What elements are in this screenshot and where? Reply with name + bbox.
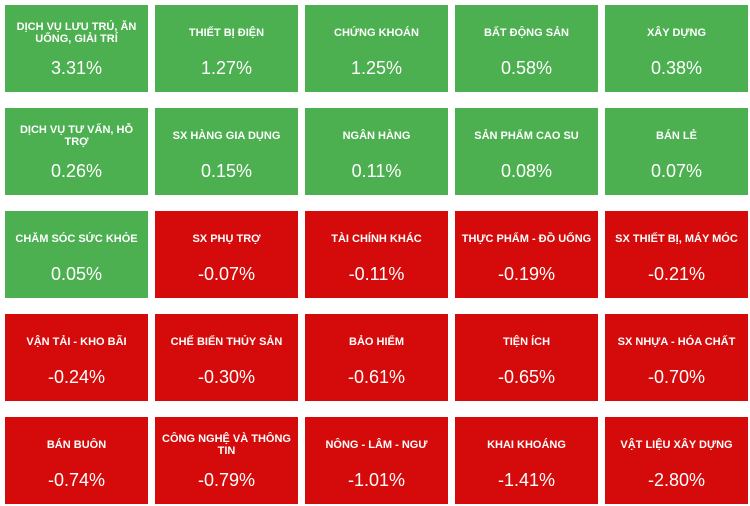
tile-label: DỊCH VỤ LƯU TRÚ, ĂN UỐNG, GIẢI TRÍ — [16, 21, 137, 45]
tile-label: NÔNG - LÂM - NGƯ — [325, 439, 428, 451]
tile: CHỨNG KHOÁN 1.25% — [305, 5, 448, 92]
tile-value: 0.05% — [50, 263, 103, 284]
tile-value: -0.11% — [348, 263, 405, 284]
tile: SẢN PHẨM CAO SU 0.08% — [455, 108, 598, 195]
tile-value: 1.27% — [200, 57, 253, 78]
tile-value: 0.58% — [500, 57, 553, 78]
tile-label: BẤT ĐỘNG SẢN — [484, 27, 569, 39]
tile-label: NGÂN HÀNG — [342, 130, 411, 142]
tile-label: BẢO HIỂM — [349, 336, 404, 348]
tile-label: CHĂM SÓC SỨC KHỎE — [15, 233, 138, 245]
tile-label: SX PHỤ TRỢ — [192, 233, 261, 245]
tile: SX HÀNG GIA DỤNG 0.15% — [155, 108, 298, 195]
tile-label: KHAI KHOÁNG — [487, 439, 566, 451]
tile-value: 3.31% — [50, 57, 103, 78]
tile: XÂY DỰNG 0.38% — [605, 5, 748, 92]
tile-label: SẢN PHẨM CAO SU — [474, 130, 579, 142]
tile-value: 0.26% — [50, 160, 103, 181]
tile-value: -0.79% — [197, 469, 256, 490]
tile-value: -0.74% — [47, 469, 106, 490]
tile: BÁN LẺ 0.07% — [605, 108, 748, 195]
tile: TÀI CHÍNH KHÁC -0.11% — [305, 211, 448, 298]
tile-value: -0.65% — [497, 366, 556, 387]
tile-label: THIẾT BỊ ĐIỆN — [188, 27, 265, 39]
tile-label: TÀI CHÍNH KHÁC — [331, 233, 422, 245]
tile: CHẾ BIẾN THỦY SẢN -0.30% — [155, 314, 298, 401]
tile-label: DỊCH VỤ TƯ VẤN, HỖ TRỢ — [19, 124, 134, 148]
tile: CÔNG NGHỆ VÀ THÔNG TIN -0.79% — [155, 417, 298, 504]
tile: CHĂM SÓC SỨC KHỎE 0.05% — [5, 211, 148, 298]
tile-value: 1.25% — [350, 57, 403, 78]
tile-label: XÂY DỰNG — [646, 27, 707, 39]
tile-label: CHỨNG KHOÁN — [334, 27, 419, 39]
tile-value: -0.19% — [497, 263, 556, 284]
tile-value: -0.30% — [197, 366, 256, 387]
tile: SX PHỤ TRỢ -0.07% — [155, 211, 298, 298]
tile-value: 0.11% — [351, 160, 402, 181]
tile-label: VẬN TẢI - KHO BÃI — [26, 336, 127, 348]
tile-value: -0.07% — [197, 263, 256, 284]
tile-value: -1.01% — [347, 469, 406, 490]
tile-value: 0.15% — [200, 160, 253, 181]
tile-label: CÔNG NGHỆ VÀ THÔNG TIN — [162, 433, 291, 457]
tile-value: 0.08% — [500, 160, 553, 181]
tile-value: -0.61% — [347, 366, 406, 387]
tile-value: 0.07% — [650, 160, 703, 181]
tile: SX THIẾT BỊ, MÁY MÓC -0.21% — [605, 211, 748, 298]
tile-label: SX NHỰA - HÓA CHẤT — [617, 336, 736, 348]
tile-label: TIỆN ÍCH — [502, 336, 551, 348]
tile-label: SX HÀNG GIA DỤNG — [172, 130, 281, 142]
tile-value: -0.21% — [647, 263, 706, 284]
tile: VẬN TẢI - KHO BÃI -0.24% — [5, 314, 148, 401]
tile: SX NHỰA - HÓA CHẤT -0.70% — [605, 314, 748, 401]
tile-label: SX THIẾT BỊ, MÁY MÓC — [615, 233, 738, 245]
tile: BÁN BUÔN -0.74% — [5, 417, 148, 504]
tile: BẤT ĐỘNG SẢN 0.58% — [455, 5, 598, 92]
tile: NÔNG - LÂM - NGƯ -1.01% — [305, 417, 448, 504]
tile: DỊCH VỤ TƯ VẤN, HỖ TRỢ 0.26% — [5, 108, 148, 195]
tile: THIẾT BỊ ĐIỆN 1.27% — [155, 5, 298, 92]
tile-value: 0.38% — [650, 57, 703, 78]
tile-label: THỰC PHẨM - ĐỒ UỐNG — [461, 233, 592, 245]
tile: TIỆN ÍCH -0.65% — [455, 314, 598, 401]
tile-label: BÁN LẺ — [656, 130, 697, 142]
tile-label: VẬT LIỆU XÂY DỰNG — [620, 439, 733, 451]
tile-value: -2.80% — [647, 469, 706, 490]
tile-value: -0.70% — [647, 366, 706, 387]
tile: NGÂN HÀNG 0.11% — [305, 108, 448, 195]
tile: VẬT LIỆU XÂY DỰNG -2.80% — [605, 417, 748, 504]
tile-value: -1.41% — [497, 469, 556, 490]
tile: THỰC PHẨM - ĐỒ UỐNG -0.19% — [455, 211, 598, 298]
tile: BẢO HIỂM -0.61% — [305, 314, 448, 401]
tile: DỊCH VỤ LƯU TRÚ, ĂN UỐNG, GIẢI TRÍ 3.31% — [5, 5, 148, 92]
tile-label: BÁN BUÔN — [46, 439, 107, 451]
tile: KHAI KHOÁNG -1.41% — [455, 417, 598, 504]
tile-value: -0.24% — [47, 366, 106, 387]
tile-label: CHẾ BIẾN THỦY SẢN — [170, 336, 283, 348]
